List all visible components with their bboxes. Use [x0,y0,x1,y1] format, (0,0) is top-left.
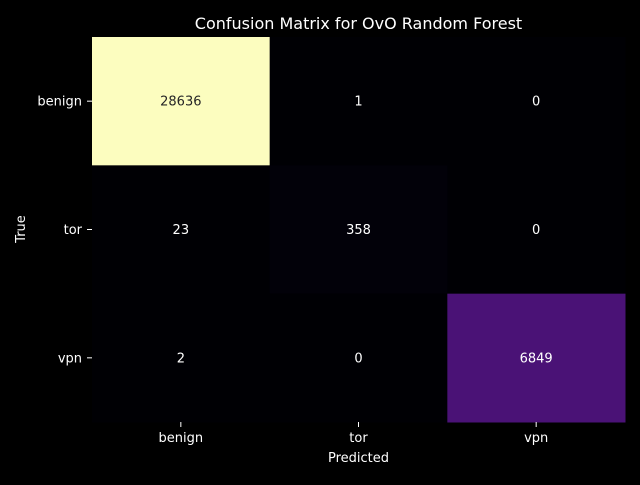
heatmap-cell-benign-vpn [447,37,626,166]
y-tick-label-tor: tor [64,223,83,238]
heatmap-cell-tor-tor [269,165,448,295]
y-tick-label-benign: benign [37,95,82,110]
heatmap-cell-tor-vpn [447,165,626,295]
y-axis-ticks: benign tor vpn [37,95,92,366]
x-tick-label-benign: benign [159,431,204,446]
heatmap-cell-vpn-tor [269,293,448,423]
heatmap-cell-vpn-vpn [447,293,626,423]
x-tick-label-tor: tor [349,431,368,446]
cell-value-benign-benign: 28636 [160,95,201,110]
cell-annotations: 28636 1 0 23 358 0 2 0 6849 [160,95,553,367]
heatmap-cell-vpn-benign [92,293,271,423]
heatmap-cell-benign-tor [269,37,448,166]
x-axis-label: Predicted [328,451,389,466]
heatmap-cell-tor-benign [92,165,271,295]
heatmap-cells [92,37,626,423]
cell-value-vpn-tor: 0 [354,351,362,366]
cell-value-tor-vpn: 0 [532,223,540,238]
cell-value-vpn-vpn: 6849 [520,351,553,366]
chart-title: Confusion Matrix for OvO Random Forest [195,14,522,33]
x-axis-ticks: benign tor vpn [159,422,548,446]
y-axis-label: True [14,215,29,244]
cell-value-vpn-benign: 2 [177,351,185,366]
y-tick-label-vpn: vpn [58,351,82,366]
cell-value-benign-vpn: 0 [532,95,540,110]
cell-value-tor-tor: 358 [346,223,371,238]
cell-value-tor-benign: 23 [173,223,190,238]
heatmap-cell-benign-benign [92,37,271,166]
x-tick-label-vpn: vpn [524,431,548,446]
cell-value-benign-tor: 1 [354,95,362,110]
